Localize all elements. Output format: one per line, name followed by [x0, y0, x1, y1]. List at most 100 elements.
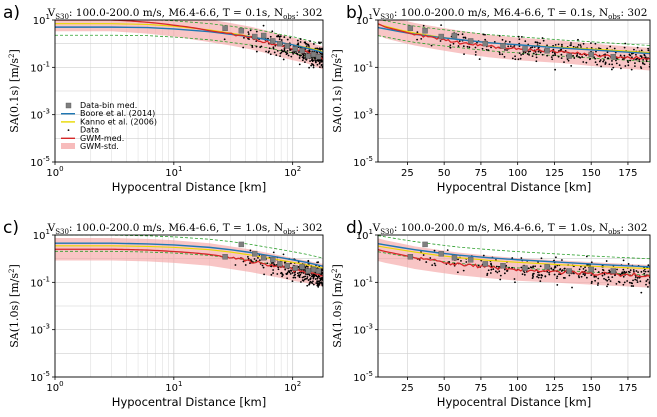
data-point	[527, 51, 530, 53]
data-point	[606, 57, 609, 60]
data-point	[630, 68, 633, 71]
data-point	[609, 45, 612, 48]
data-point	[486, 274, 489, 277]
data-point	[301, 59, 304, 62]
legend-data-marker	[67, 129, 70, 132]
databin-marker	[310, 266, 317, 273]
data-point	[477, 264, 480, 267]
data-point	[628, 271, 631, 274]
data-point	[270, 265, 273, 268]
data-point	[611, 60, 613, 62]
data-point	[523, 273, 526, 276]
data-point	[582, 273, 585, 276]
data-point	[285, 272, 288, 275]
xtick-label: 125	[545, 383, 564, 394]
data-point	[273, 263, 276, 266]
data-point	[644, 56, 647, 59]
data-point	[247, 257, 250, 260]
title-mid: : 100.0-200.0 m/s, M6.4-6.6, T = 0.1s, N	[394, 7, 608, 19]
data-point	[539, 265, 542, 268]
ytick-label: 101	[356, 228, 373, 242]
databin-marker	[610, 54, 616, 60]
data-point	[623, 46, 626, 49]
data-point	[492, 268, 495, 270]
data-point	[647, 47, 649, 50]
data-point	[597, 271, 600, 273]
xtick-label: 175	[618, 168, 637, 179]
data-point	[604, 63, 607, 65]
data-point	[559, 268, 562, 270]
data-point	[643, 53, 646, 56]
data-point	[539, 280, 542, 283]
legend-databin-label: Data-bin med.	[80, 101, 137, 110]
data-point	[273, 51, 276, 54]
databin-marker	[422, 28, 428, 34]
data-point	[484, 33, 486, 36]
data-point	[539, 51, 542, 54]
ytick-exp: -3	[366, 108, 373, 116]
data-point	[302, 279, 305, 282]
data-point	[624, 42, 627, 45]
data-point	[301, 276, 304, 279]
data-point	[308, 50, 311, 53]
ytick-exp: -1	[366, 60, 373, 68]
data-point	[553, 259, 555, 262]
ytick-exp: -3	[366, 323, 373, 331]
data-point	[529, 266, 532, 269]
data-point	[632, 269, 635, 271]
data-point	[570, 64, 573, 67]
data-point	[318, 42, 321, 45]
data-point	[490, 262, 492, 265]
data-point	[287, 54, 290, 57]
xtick-label: 75	[475, 168, 488, 179]
xtick-label: 50	[438, 383, 451, 394]
data-point	[556, 284, 559, 286]
data-point	[532, 273, 534, 275]
data-point	[262, 266, 265, 269]
data-point	[596, 284, 599, 286]
xtick-label: 100	[508, 383, 527, 394]
data-point	[430, 44, 433, 47]
data-point	[531, 46, 534, 49]
ytick-base: 10	[353, 111, 366, 122]
data-point	[503, 56, 506, 58]
data-point	[276, 50, 279, 52]
ylabel-sup: 2	[331, 54, 339, 58]
data-point	[494, 270, 497, 273]
data-point	[457, 33, 460, 36]
data-point	[291, 51, 294, 54]
gwm-std-band	[378, 238, 650, 288]
data-point	[463, 53, 465, 56]
data-point	[279, 55, 282, 58]
data-point	[286, 271, 289, 274]
data-point	[640, 49, 643, 52]
data-point	[590, 46, 593, 49]
ytick-label: 10-1	[353, 60, 373, 74]
data-point	[320, 63, 323, 66]
data-point	[620, 67, 622, 70]
data-point	[527, 267, 530, 270]
data-point	[282, 58, 285, 61]
data-point	[576, 52, 579, 55]
data-point	[523, 271, 526, 274]
data-point	[563, 267, 566, 270]
legend-boore-label: Boore et al. (2014)	[80, 109, 155, 118]
x-axis-label: Hypocentral Distance [km]	[437, 395, 591, 409]
title-n-sub: obs	[608, 228, 621, 236]
ylabel-end: ]	[8, 49, 21, 53]
data-point	[550, 267, 553, 270]
data-point	[614, 274, 616, 277]
plot-area	[55, 235, 323, 288]
data-point	[611, 276, 614, 279]
data-point	[643, 272, 646, 275]
data-point	[449, 44, 452, 47]
data-point	[316, 277, 319, 280]
ytick-label: 10-3	[30, 323, 50, 337]
databin-marker	[315, 268, 322, 274]
data-point	[490, 268, 493, 271]
databin-marker	[260, 32, 267, 39]
data-point	[269, 53, 272, 56]
axes-frame	[377, 234, 651, 378]
